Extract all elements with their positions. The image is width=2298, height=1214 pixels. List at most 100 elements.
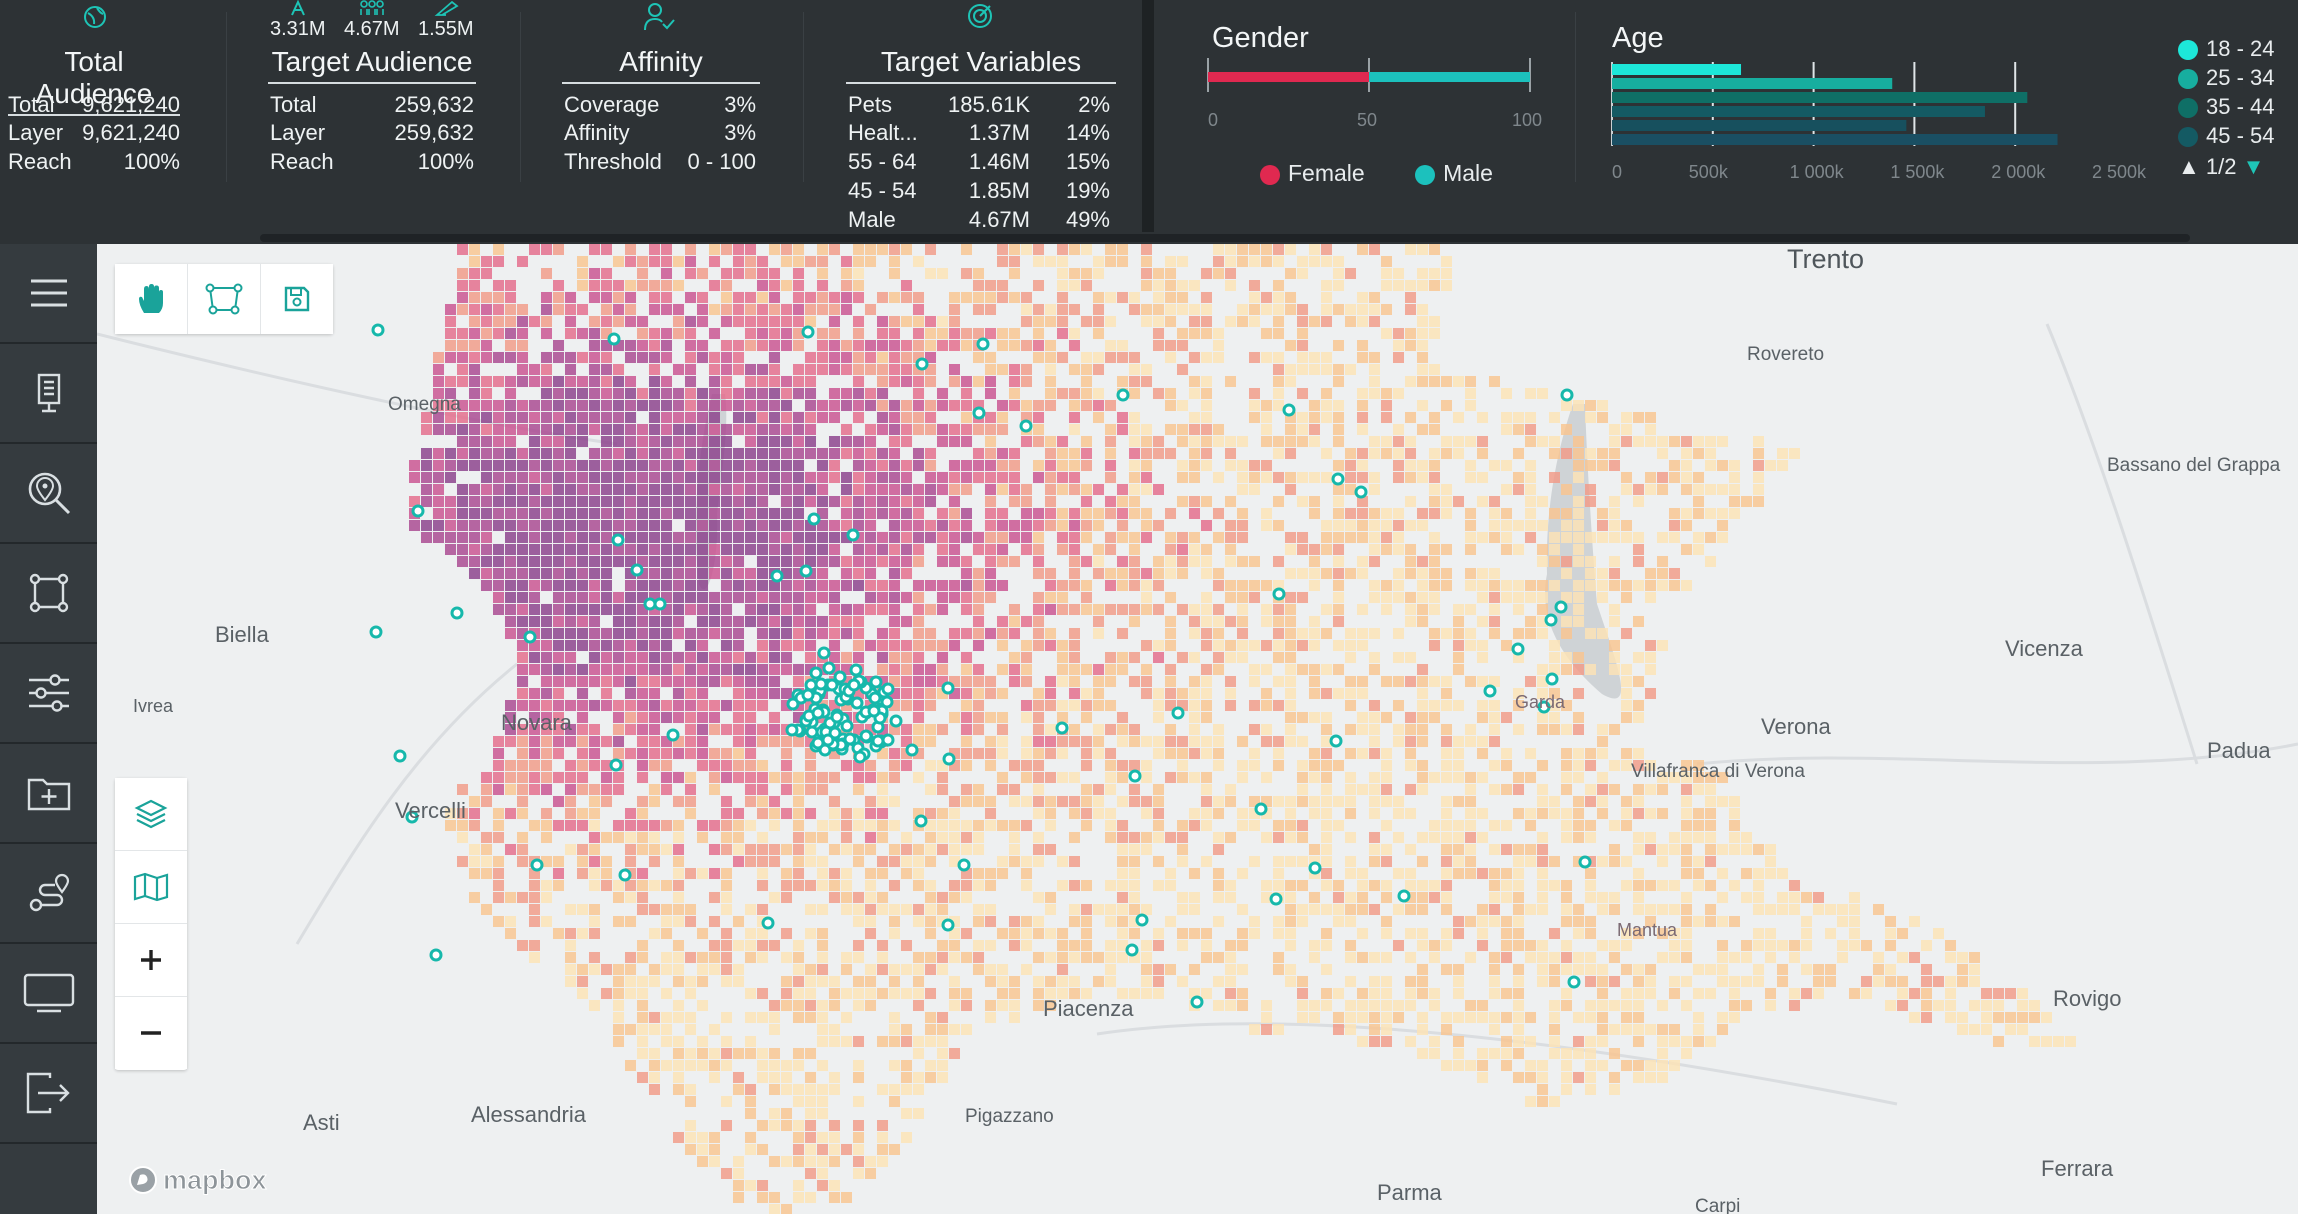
poi-marker[interactable] (1544, 613, 1558, 627)
sidebar-item-location-search[interactable] (0, 444, 97, 544)
pan-tool-button[interactable] (115, 264, 188, 334)
poi-marker[interactable] (1545, 672, 1559, 686)
poi-marker[interactable] (849, 663, 863, 677)
poi-marker[interactable] (1560, 388, 1574, 402)
poi-marker[interactable] (666, 728, 680, 742)
sidebar-item-polygon[interactable] (0, 544, 97, 644)
poi-marker[interactable] (630, 563, 644, 577)
save-button[interactable] (261, 264, 333, 334)
poi-marker[interactable] (941, 681, 955, 695)
poi-marker[interactable] (429, 948, 443, 962)
poi-marker[interactable] (1554, 600, 1568, 614)
poi-marker[interactable] (957, 858, 971, 872)
poi-marker[interactable] (846, 528, 860, 542)
poi-marker[interactable] (942, 752, 956, 766)
poi-marker[interactable] (807, 512, 821, 526)
poi-marker[interactable] (369, 625, 383, 639)
poi-marker[interactable] (1135, 913, 1149, 927)
target-variable-row[interactable]: 55 - 64 1.46M 15% (848, 149, 1110, 175)
poi-marker[interactable] (825, 678, 839, 692)
poi-marker[interactable] (881, 682, 895, 696)
poi-marker[interactable] (905, 743, 919, 757)
poi-marker[interactable] (643, 597, 657, 611)
poi-marker[interactable] (830, 710, 844, 724)
poi-marker[interactable] (607, 332, 621, 346)
target-variables-panel[interactable]: Target Variables Pets 185.61K 2% Healt... 1… (836, 0, 1126, 232)
poi-marker[interactable] (785, 723, 799, 737)
poi-marker[interactable] (843, 732, 857, 746)
poi-marker[interactable] (801, 688, 815, 702)
poi-marker[interactable] (809, 666, 823, 680)
poi-marker[interactable] (411, 504, 425, 518)
sidebar-item-export[interactable] (0, 1044, 97, 1144)
poi-marker[interactable] (821, 733, 835, 747)
poi-marker[interactable] (393, 749, 407, 763)
sidebar-item-menu[interactable] (0, 244, 97, 344)
target-variable-row[interactable]: Healt... 1.37M 14% (848, 120, 1110, 146)
poi-marker[interactable] (814, 677, 828, 691)
poi-marker[interactable] (1511, 642, 1525, 656)
poi-marker[interactable] (1190, 995, 1204, 1009)
poi-marker[interactable] (1254, 802, 1268, 816)
poi-marker[interactable] (1019, 419, 1033, 433)
panel-scrollbar-horizontal[interactable] (260, 234, 2190, 242)
poi-marker[interactable] (1397, 889, 1411, 903)
sidebar-item-add-folder[interactable] (0, 744, 97, 844)
poi-marker[interactable] (881, 733, 895, 747)
poi-marker[interactable] (811, 706, 825, 720)
poi-marker[interactable] (801, 325, 815, 339)
target-variable-row[interactable]: Male 4.67M 49% (848, 207, 1110, 232)
poi-marker[interactable] (761, 916, 775, 930)
poi-marker[interactable] (889, 714, 903, 728)
pager-next-icon[interactable]: ▼ (2242, 154, 2265, 179)
poi-marker[interactable] (1567, 975, 1581, 989)
poi-marker[interactable] (805, 725, 819, 739)
poi-marker[interactable] (1578, 855, 1592, 869)
poi-marker[interactable] (1125, 943, 1139, 957)
poi-marker[interactable] (530, 858, 544, 872)
poi-marker[interactable] (1483, 684, 1497, 698)
poi-marker[interactable] (1282, 403, 1296, 417)
poi-marker[interactable] (833, 670, 847, 684)
sidebar-item-route[interactable] (0, 844, 97, 944)
poi-marker[interactable] (941, 918, 955, 932)
poi-marker[interactable] (1269, 892, 1283, 906)
poi-marker[interactable] (871, 734, 885, 748)
map-style-button[interactable] (115, 851, 187, 924)
poi-marker[interactable] (618, 868, 632, 882)
poi-marker[interactable] (976, 337, 990, 351)
poi-marker[interactable] (1128, 769, 1142, 783)
poi-marker[interactable] (868, 691, 882, 705)
target-variable-row[interactable]: Pets 185.61K 2% (848, 92, 1110, 118)
poi-marker[interactable] (405, 810, 419, 824)
poi-marker[interactable] (523, 630, 537, 644)
zoom-out-button[interactable] (115, 997, 187, 1069)
poi-marker[interactable] (914, 814, 928, 828)
poi-marker[interactable] (450, 606, 464, 620)
poi-marker[interactable] (804, 678, 818, 692)
sidebar-item-display[interactable] (0, 944, 97, 1044)
poi-marker[interactable] (811, 736, 825, 750)
poi-marker[interactable] (840, 719, 854, 733)
poi-marker[interactable] (1537, 700, 1551, 714)
poi-marker[interactable] (847, 678, 861, 692)
poi-marker[interactable] (371, 323, 385, 337)
target-variable-row[interactable]: 45 - 54 1.85M 19% (848, 178, 1110, 204)
sidebar-item-billboard[interactable] (0, 344, 97, 444)
poi-marker[interactable] (1055, 721, 1069, 735)
poi-marker[interactable] (1329, 734, 1343, 748)
poi-markers[interactable] (369, 323, 1592, 1009)
poi-marker[interactable] (799, 564, 813, 578)
poi-marker[interactable] (850, 696, 864, 710)
poi-marker[interactable] (972, 406, 986, 420)
layers-button[interactable] (115, 778, 187, 851)
poi-marker[interactable] (880, 695, 894, 709)
mapbox-logo[interactable]: mapbox (127, 1164, 267, 1196)
poi-marker[interactable] (609, 758, 623, 772)
poi-marker[interactable] (853, 750, 867, 764)
poi-marker[interactable] (1308, 861, 1322, 875)
poi-marker[interactable] (817, 646, 831, 660)
pager-prev-icon[interactable]: ▲ (2178, 154, 2200, 179)
poi-marker[interactable] (1272, 587, 1286, 601)
zoom-in-button[interactable] (115, 924, 187, 997)
